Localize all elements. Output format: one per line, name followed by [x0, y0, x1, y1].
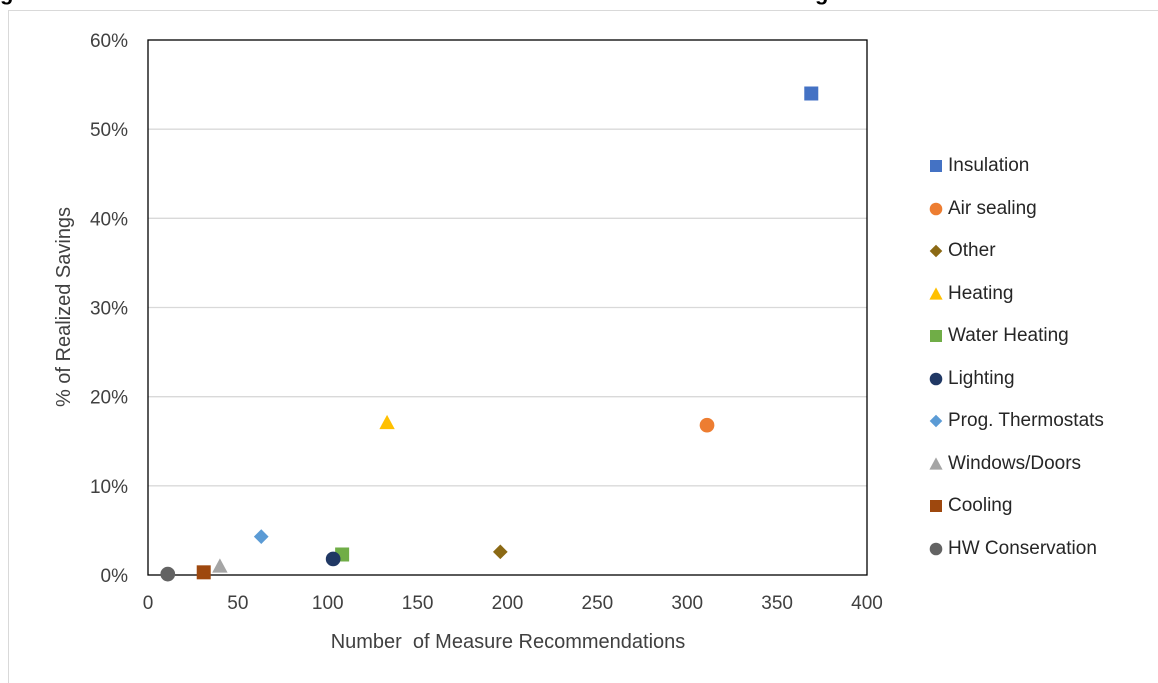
point-insulation	[804, 86, 819, 101]
x-tick-label: 200	[492, 593, 524, 614]
plot-area-border	[147, 39, 868, 576]
square-marker-icon	[930, 330, 942, 343]
y-tick-label: 10%	[90, 477, 128, 498]
x-tick-label: 0	[143, 593, 154, 614]
point-hw-conservation	[160, 566, 176, 582]
legend-item: Lighting	[928, 358, 1158, 401]
x-tick-label: 150	[402, 593, 434, 614]
legend-label: Lighting	[948, 367, 1015, 389]
y-tick-label: 40%	[90, 209, 128, 230]
legend-item: HW Conservation	[928, 528, 1158, 571]
legend-label: HW Conservation	[948, 537, 1097, 559]
legend-label: Water Heating	[948, 325, 1069, 347]
y-tick-label: 60%	[90, 31, 128, 52]
legend-label: Cooling	[948, 495, 1013, 517]
x-axis-ticks: 0 50 100 150 200 250 300 350 400	[143, 593, 883, 614]
legend: Insulation Air sealing Other Heating Water H…	[928, 145, 1158, 570]
x-axis-label: Number of Measure Recommendations	[331, 631, 686, 653]
diamond-marker-icon	[929, 414, 943, 428]
x-tick-label: 250	[582, 593, 614, 614]
point-lighting	[325, 551, 341, 567]
legend-item: Water Heating	[928, 315, 1158, 358]
circle-marker-icon	[929, 372, 943, 386]
point-cooling	[196, 565, 211, 580]
square-marker-icon	[930, 160, 942, 173]
point-heating	[379, 414, 395, 430]
legend-item: Heating	[928, 273, 1158, 316]
point-prog-thermostats	[253, 529, 269, 545]
triangle-marker-icon	[929, 457, 943, 470]
caption-fragment-left: g	[0, 0, 13, 4]
square-marker-icon	[930, 500, 942, 513]
caption-fragment-right: g	[815, 0, 828, 4]
legend-label: Prog. Thermostats	[948, 410, 1104, 432]
x-tick-label: 400	[851, 593, 883, 614]
x-tick-label: 50	[227, 593, 248, 614]
circle-marker-icon	[929, 542, 943, 556]
legend-label: Air sealing	[948, 197, 1037, 219]
figure-caption-fragment: g g	[0, 0, 1158, 6]
triangle-marker-icon	[929, 287, 943, 300]
legend-item: Other	[928, 230, 1158, 273]
legend-item: Air sealing	[928, 188, 1158, 231]
point-windows-doors	[212, 558, 228, 573]
y-tick-label: 20%	[90, 388, 128, 409]
legend-label: Insulation	[948, 155, 1030, 177]
x-tick-label: 300	[671, 593, 703, 614]
y-tick-label: 30%	[90, 299, 128, 320]
page-frame	[8, 10, 1158, 683]
circle-marker-icon	[929, 202, 943, 216]
y-axis-ticks: 0% 10% 20% 30% 40% 50% 60%	[90, 31, 128, 587]
legend-item: Insulation	[928, 145, 1158, 188]
point-air-sealing	[699, 417, 715, 433]
x-tick-label: 100	[312, 593, 344, 614]
data-points	[160, 86, 819, 582]
legend-label: Windows/Doors	[948, 452, 1082, 474]
point-other	[492, 544, 508, 560]
gridlines	[148, 128, 867, 487]
diamond-marker-icon	[929, 244, 943, 258]
legend-label: Heating	[948, 282, 1014, 304]
legend-item: Cooling	[928, 485, 1158, 528]
y-axis-label: % of Realized Savings	[53, 207, 75, 407]
y-tick-label: 0%	[101, 566, 129, 587]
x-tick-label: 350	[761, 593, 793, 614]
legend-label: Other	[948, 240, 996, 262]
legend-item: Prog. Thermostats	[928, 400, 1158, 443]
y-tick-label: 50%	[90, 120, 128, 141]
legend-item: Windows/Doors	[928, 443, 1158, 486]
